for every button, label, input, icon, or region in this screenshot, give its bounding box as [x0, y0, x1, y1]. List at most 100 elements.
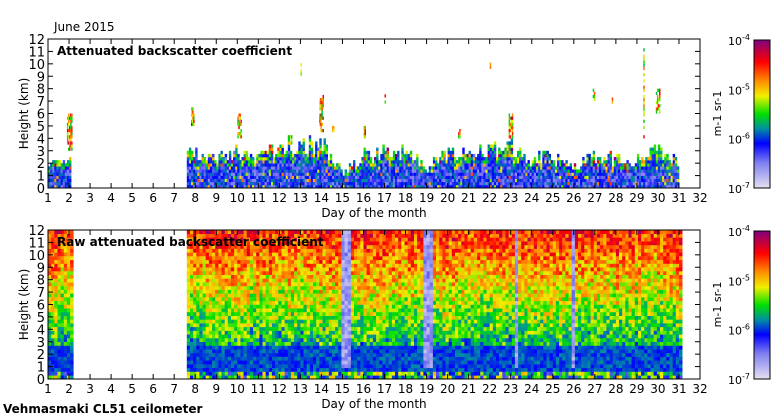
heatmap-cell — [392, 160, 396, 164]
heatmap-cell — [57, 323, 61, 328]
heatmap-cell — [523, 175, 526, 179]
heatmap-cell — [246, 300, 251, 305]
heatmap-cell — [584, 181, 587, 186]
heatmap-cell — [249, 312, 254, 316]
heatmap-cell — [222, 181, 225, 186]
cloud-cell — [643, 94, 645, 99]
heatmap-cell — [313, 341, 317, 346]
heatmap-cell — [202, 319, 207, 324]
heatmap-cell — [57, 241, 61, 246]
heatmap-cell — [647, 169, 650, 173]
heatmap-cell — [70, 315, 74, 320]
heatmap-cell — [557, 166, 560, 170]
heatmap-cell — [256, 319, 260, 324]
heatmap-cell — [190, 259, 194, 264]
heatmap-cell — [297, 237, 301, 242]
heatmap-cell — [56, 172, 59, 176]
cloud-cell — [331, 125, 334, 130]
heatmap-cell — [186, 341, 191, 346]
heatmap-cell — [265, 230, 270, 234]
heatmap-cell — [218, 267, 222, 272]
heatmap-cell — [57, 244, 61, 249]
heatmap-cell — [221, 356, 225, 361]
heatmap-cell — [278, 259, 282, 264]
heatmap-cell — [626, 184, 629, 189]
heatmap-cell — [278, 323, 282, 328]
heatmap-cell — [672, 153, 676, 158]
heatmap-cell — [234, 315, 238, 320]
heatmap-cell — [615, 166, 619, 170]
heatmap-cell — [268, 308, 273, 313]
heatmap-cell — [319, 330, 323, 335]
heatmap-cell — [249, 334, 254, 339]
heatmap-cell — [186, 326, 191, 331]
heatmap-cell — [218, 338, 222, 342]
heatmap-cell — [218, 166, 221, 170]
heatmap-cell — [546, 166, 549, 170]
heatmap-cell — [212, 241, 216, 246]
heatmap-cell — [557, 163, 560, 167]
heatmap-cell — [63, 300, 68, 305]
heatmap-cell — [212, 178, 215, 183]
heatmap-cell — [292, 153, 295, 158]
heatmap-cell — [308, 150, 312, 155]
heatmap-cell — [268, 233, 273, 238]
heatmap-cell — [309, 352, 314, 357]
heatmap-cell — [300, 150, 303, 155]
heatmap-cell — [69, 166, 72, 170]
heatmap-cell — [639, 160, 642, 164]
heatmap-cell — [313, 267, 317, 272]
heatmap-cell — [664, 163, 667, 167]
heatmap-cell — [234, 289, 238, 294]
heatmap-cell — [294, 326, 298, 331]
heatmap-cell — [287, 175, 291, 179]
heatmap-cell — [319, 349, 323, 354]
heatmap-cell — [70, 330, 74, 335]
heatmap-cell — [281, 147, 284, 151]
heatmap-cell — [308, 175, 312, 179]
heatmap-cell — [287, 166, 291, 170]
heatmap-cell — [369, 181, 373, 186]
heatmap-cell — [303, 300, 307, 305]
heatmap-cell — [535, 178, 539, 183]
heatmap-cell — [196, 375, 200, 380]
heatmap-cell — [48, 248, 52, 253]
heatmap-cell — [70, 334, 74, 339]
heatmap-cell — [265, 256, 270, 261]
heatmap-cell — [48, 172, 51, 176]
heatmap-cell — [620, 166, 623, 170]
heatmap-cell — [208, 237, 213, 242]
cloud-cell — [643, 66, 645, 71]
heatmap-cell — [317, 184, 320, 189]
heatmap-cell — [422, 166, 425, 170]
heatmap-cell — [222, 175, 225, 179]
heatmap-cell — [235, 163, 238, 167]
heatmap-cell — [51, 371, 55, 376]
heatmap-cell — [468, 157, 471, 161]
heatmap-cell — [186, 153, 190, 158]
heatmap-cell — [313, 274, 317, 279]
heatmap-cell — [571, 169, 575, 173]
heatmap-cell — [259, 233, 263, 238]
heatmap-cell — [231, 256, 235, 261]
heatmap-cell — [401, 181, 404, 186]
heatmap-cell — [567, 166, 570, 170]
heatmap-cell — [272, 319, 276, 324]
heatmap-cell — [390, 157, 394, 161]
heatmap-cell — [319, 308, 323, 313]
heatmap-cell — [565, 181, 568, 186]
heatmap-cell — [363, 160, 366, 164]
heatmap-cell — [224, 157, 228, 161]
heatmap-cell — [502, 153, 505, 158]
heatmap-cell — [624, 178, 627, 183]
heatmap-cell — [70, 289, 74, 294]
heatmap-cell — [199, 241, 203, 246]
heatmap-cell — [197, 172, 200, 176]
y-tick-label: 3 — [37, 145, 45, 160]
heatmap-cell — [212, 334, 216, 339]
heatmap-cell — [186, 241, 191, 246]
heatmap-cell — [371, 184, 375, 189]
heatmap-cell — [322, 285, 326, 290]
heatmap-cell — [294, 319, 298, 324]
heatmap-cell — [603, 169, 606, 173]
